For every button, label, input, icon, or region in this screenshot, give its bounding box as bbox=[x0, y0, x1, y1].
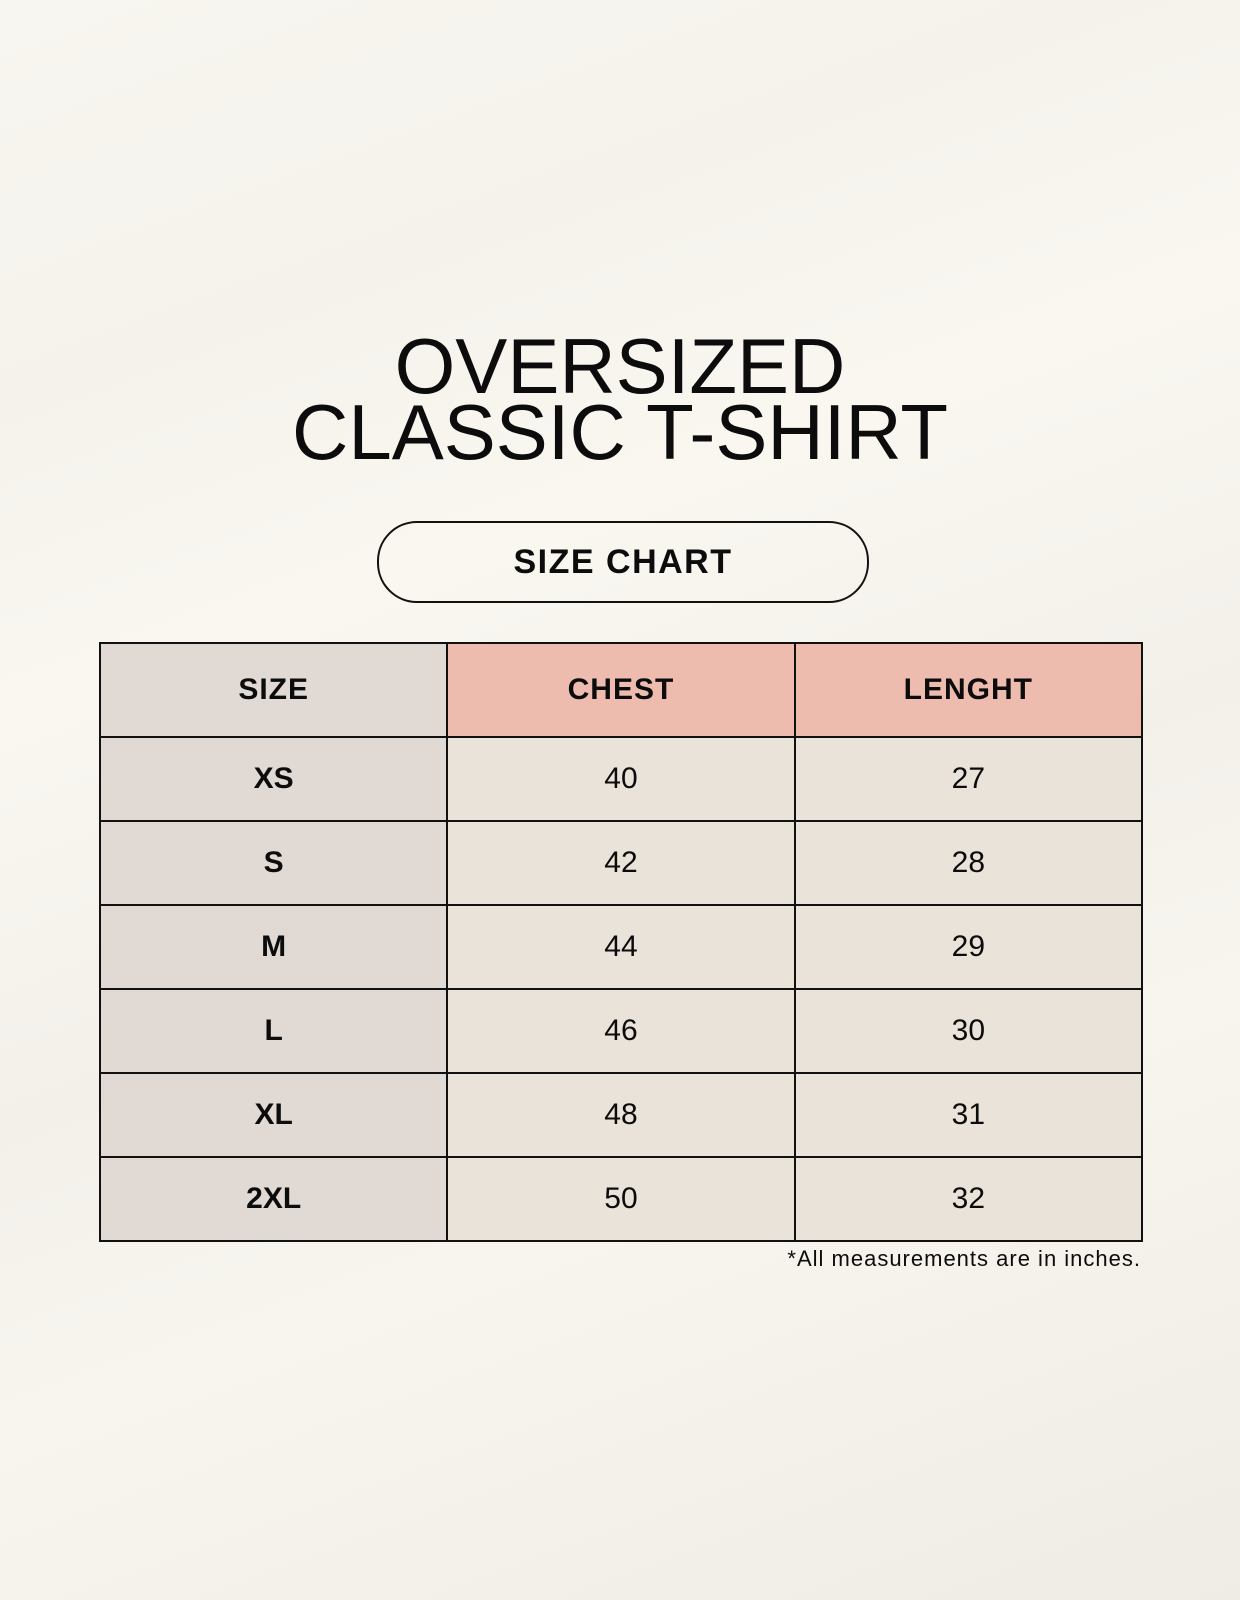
cell-length: 32 bbox=[793, 1156, 1144, 1242]
cell-length: 27 bbox=[793, 736, 1144, 822]
cell-length: 31 bbox=[793, 1072, 1144, 1158]
table-row: XS 40 27 bbox=[98, 736, 1144, 822]
header-chest: CHEST bbox=[446, 642, 796, 738]
table-row: XL 48 31 bbox=[98, 1072, 1144, 1158]
table-row: S 42 28 bbox=[98, 820, 1144, 906]
cell-chest: 42 bbox=[446, 820, 796, 906]
cell-size: 2XL bbox=[98, 1156, 449, 1242]
cell-size: S bbox=[98, 820, 449, 906]
cell-length: 28 bbox=[793, 820, 1144, 906]
title-line-1: OVERSIZED bbox=[394, 322, 846, 410]
cell-size: XL bbox=[98, 1072, 449, 1158]
cell-size: M bbox=[98, 904, 449, 990]
cell-length: 29 bbox=[793, 904, 1144, 990]
cell-chest: 44 bbox=[446, 904, 796, 990]
cell-size: XS bbox=[98, 736, 449, 822]
size-table: SIZE CHEST LENGHT XS 40 27 S 42 28 M 44 29 L 46 30 X… bbox=[98, 642, 1144, 1242]
cell-chest: 50 bbox=[446, 1156, 796, 1242]
cell-chest: 46 bbox=[446, 988, 796, 1074]
title-line-2: CLASSIC T-SHIRT bbox=[292, 388, 948, 476]
header-length: LENGHT bbox=[793, 642, 1144, 738]
table-row: L 46 30 bbox=[98, 988, 1144, 1074]
header-row: SIZE CHEST LENGHT bbox=[98, 642, 1144, 738]
size-chart-label: SIZE CHART bbox=[377, 521, 869, 603]
cell-chest: 40 bbox=[446, 736, 796, 822]
table-row: M 44 29 bbox=[98, 904, 1144, 990]
page-title: OVERSIZED CLASSIC T-SHIRT bbox=[0, 322, 1240, 476]
cell-length: 30 bbox=[793, 988, 1144, 1074]
cell-size: L bbox=[98, 988, 449, 1074]
table-row: 2XL 50 32 bbox=[98, 1156, 1144, 1242]
footnote: *All measurements are in inches. bbox=[787, 1246, 1141, 1271]
header-size: SIZE bbox=[98, 642, 449, 738]
cell-chest: 48 bbox=[446, 1072, 796, 1158]
